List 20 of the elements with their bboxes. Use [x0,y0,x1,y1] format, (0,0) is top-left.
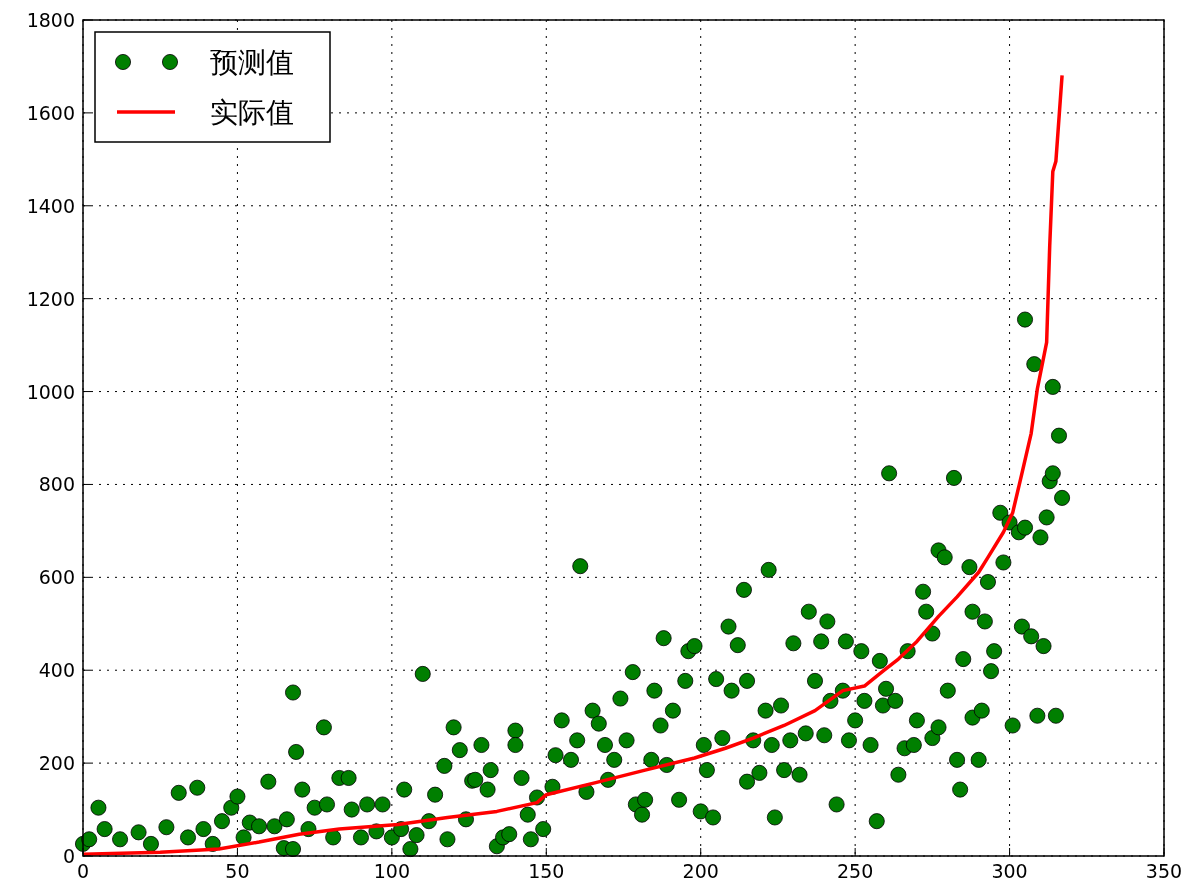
x-tick-label: 200 [682,860,719,882]
y-tick-label: 1800 [26,9,75,31]
x-tick-label: 100 [373,860,410,882]
y-tick-label: 600 [38,566,75,589]
y-tick-label: 1600 [26,101,75,124]
y-tick-label: 1000 [26,380,75,403]
y-tick-label: 400 [38,659,75,682]
x-tick-label: 300 [991,860,1028,882]
y-tick-label: 800 [38,473,75,496]
x-tick-label: 150 [528,860,565,882]
y-tick-label: 1400 [26,194,75,217]
x-tick-label: 250 [837,860,874,882]
x-tick-label: 350 [1145,860,1183,882]
legend-label: 预测值 [210,46,294,79]
y-tick-label: 200 [38,752,75,775]
legend-label: 实际值 [210,96,294,129]
y-tick-label: 1200 [26,287,75,310]
y-tick-label: 0 [62,845,75,867]
x-tick-label: 50 [225,860,250,882]
x-tick-label: 0 [76,860,90,882]
